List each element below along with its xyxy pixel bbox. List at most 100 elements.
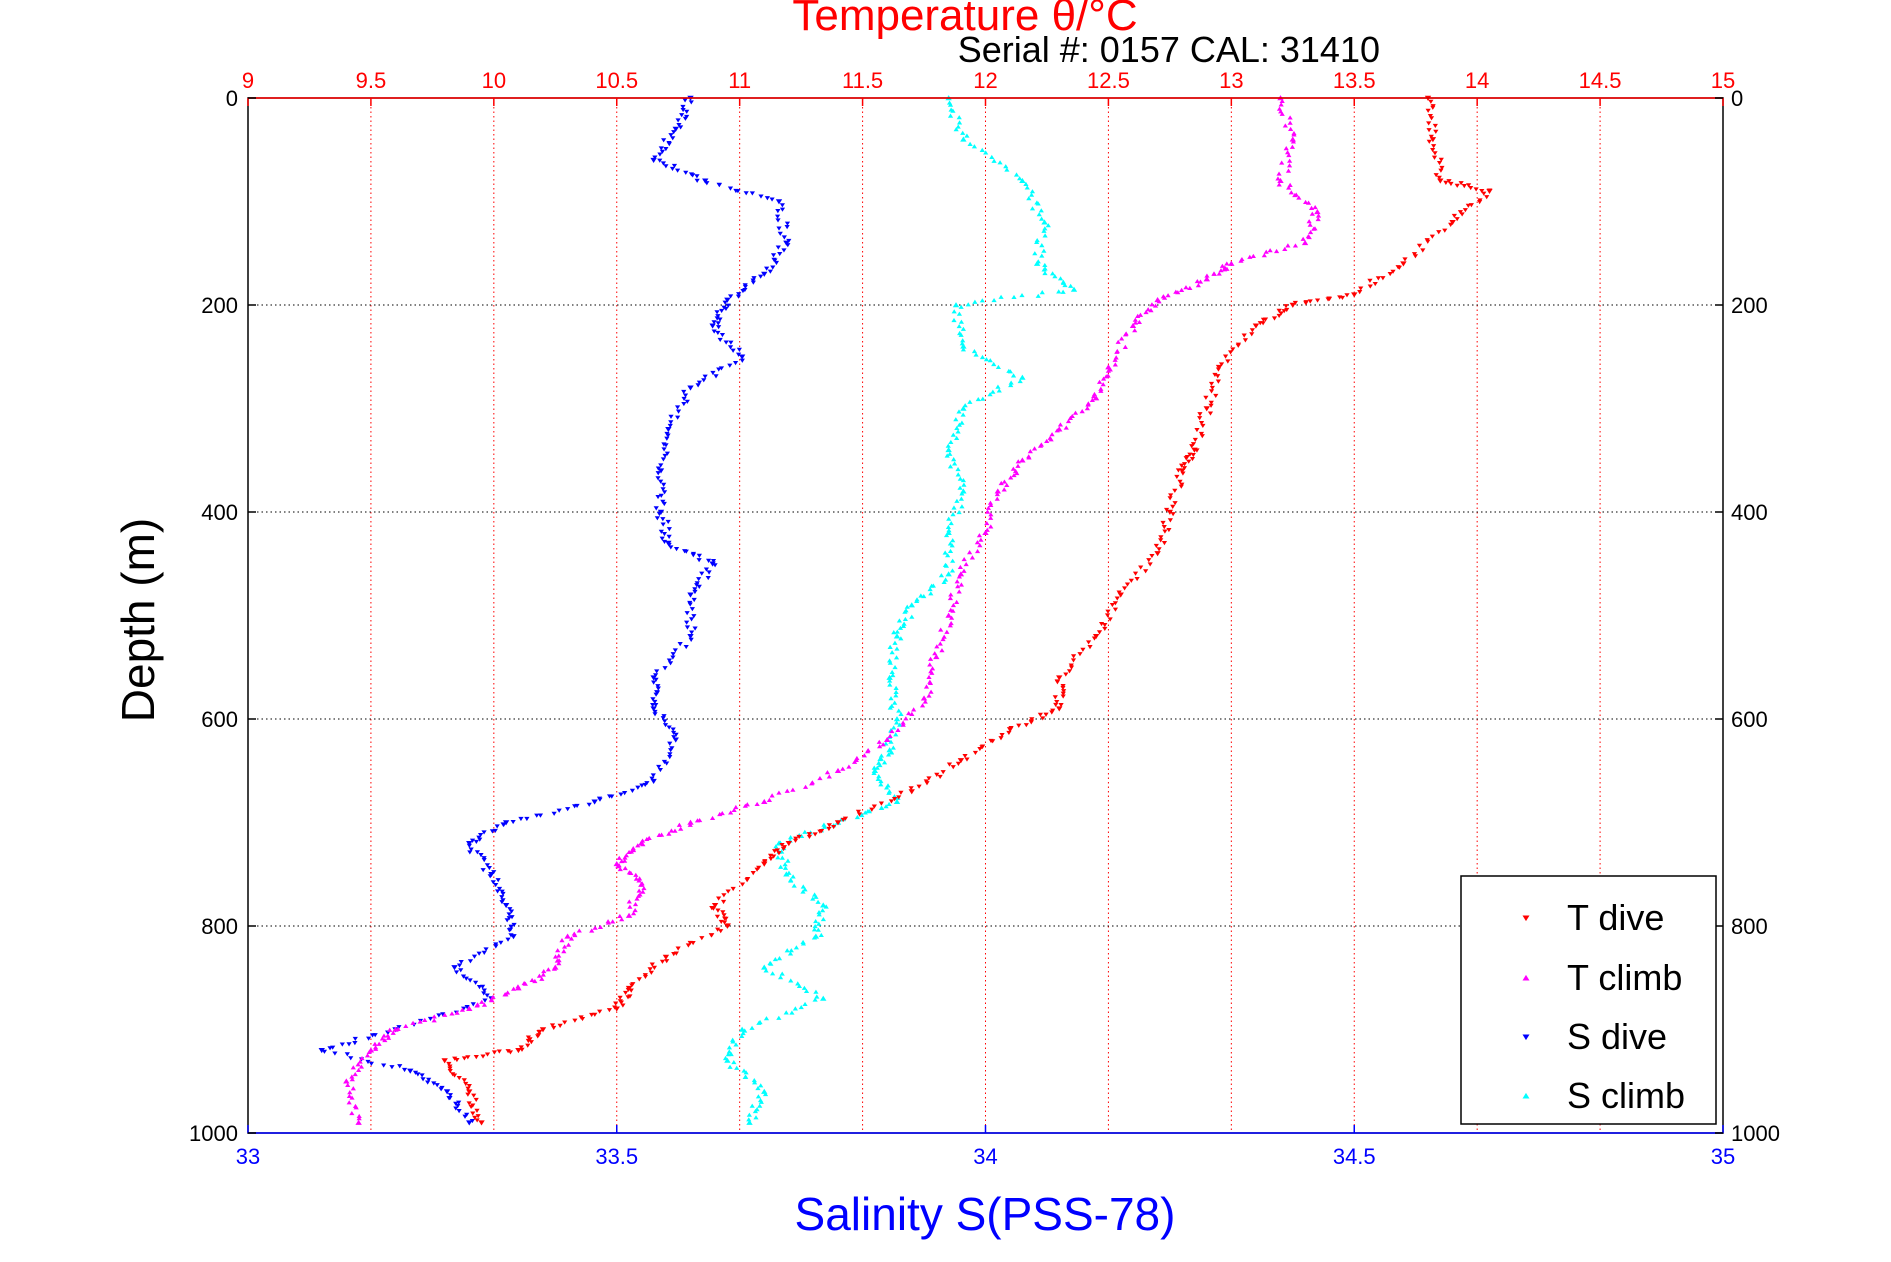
data-point-trace: [696, 577, 702, 582]
data-point-trace: [1100, 382, 1106, 387]
data-point-trace: [1427, 114, 1433, 119]
data-point-trace: [953, 127, 959, 132]
data-point-trace: [461, 1078, 467, 1083]
data-point-trace: [467, 978, 473, 983]
data-point-trace: [764, 266, 770, 271]
serial-cal-label: Serial #: 0157 CAL: 31410: [958, 29, 1380, 70]
data-point-trace: [403, 1023, 409, 1029]
data-point-trace: [802, 784, 809, 789]
data-point-trace: [812, 923, 818, 929]
data-point: [945, 447, 952, 453]
salinity-tick-label: 35: [1711, 1144, 1735, 1169]
data-point-trace: [888, 799, 895, 804]
data-point: [834, 820, 842, 826]
data-point-trace: [508, 924, 514, 929]
data-point-trace: [1468, 185, 1474, 191]
data-point-trace: [1288, 126, 1294, 131]
data-point-trace: [967, 399, 973, 404]
data-point-trace: [988, 512, 994, 517]
data-point-trace: [1080, 647, 1086, 652]
data-point-trace: [1032, 251, 1038, 256]
data-point-trace: [541, 969, 547, 974]
data-point-trace: [692, 626, 698, 631]
data-point: [1228, 260, 1235, 266]
data-point-trace: [757, 1103, 763, 1108]
data-point: [709, 561, 716, 567]
data-point-trace: [672, 648, 678, 653]
data-point-trace: [1149, 553, 1155, 559]
data-point-trace: [701, 378, 707, 383]
data-point-trace: [793, 836, 799, 841]
data-point-trace: [877, 757, 883, 762]
data-point-trace: [943, 563, 950, 568]
data-point-trace: [1017, 176, 1023, 181]
data-point-trace: [1279, 98, 1285, 104]
data-point-trace: [456, 1100, 462, 1105]
data-point-trace: [349, 1095, 355, 1100]
data-point-trace: [1137, 312, 1144, 317]
depth-tick-label-left: 400: [201, 500, 238, 525]
data-point: [407, 1068, 414, 1074]
data-point-trace: [894, 646, 900, 651]
data-point-trace: [902, 609, 908, 614]
data-point-trace: [801, 985, 808, 990]
data-point-trace: [688, 637, 694, 642]
data-point: [1019, 177, 1026, 184]
data-point-trace: [1367, 284, 1373, 289]
data-point-trace: [663, 164, 669, 169]
data-point-trace: [556, 953, 562, 958]
data-point-trace: [666, 831, 672, 836]
data-point-trace: [688, 617, 695, 622]
data-point-trace: [728, 294, 734, 299]
data-point-trace: [609, 794, 615, 799]
temperature-tick-label: 11: [728, 68, 751, 93]
data-point-trace: [652, 712, 658, 717]
data-point-trace: [678, 826, 684, 831]
depth-tick-label-right: 600: [1731, 707, 1768, 732]
data-point-trace: [770, 971, 776, 976]
data-point-trace: [955, 584, 961, 589]
data-point-trace: [1177, 479, 1183, 484]
data-point-trace: [714, 316, 720, 321]
data-point-trace: [900, 722, 906, 727]
data-point-trace: [725, 1052, 731, 1057]
data-point-trace: [481, 1002, 488, 1007]
data-point-trace: [661, 447, 667, 452]
data-point-trace: [734, 1065, 740, 1070]
data-point-trace: [928, 591, 934, 596]
data-point-trace: [739, 882, 746, 887]
data-point-trace: [994, 496, 1000, 501]
data-point-trace: [713, 374, 719, 379]
data-point-trace: [862, 810, 868, 815]
data-point-trace: [742, 284, 748, 290]
data-point-trace: [551, 1025, 557, 1031]
data-point-trace: [1431, 144, 1437, 149]
data-point-trace: [758, 1083, 764, 1088]
data-point-trace: [1426, 121, 1432, 126]
data-point-trace: [706, 570, 712, 575]
data-point-trace: [934, 772, 940, 777]
data-point-trace: [658, 832, 665, 837]
data-point: [1449, 219, 1456, 226]
data-point-trace: [473, 1055, 479, 1060]
data-point-trace: [617, 866, 623, 872]
data-point-trace: [991, 361, 997, 367]
data-point-trace: [352, 1041, 358, 1046]
data-point-trace: [381, 1063, 387, 1068]
data-point-trace: [446, 1061, 452, 1067]
data-point-trace: [1060, 685, 1066, 691]
data-point-trace: [945, 553, 951, 558]
data-point-trace: [666, 142, 672, 147]
data-point-trace: [687, 822, 693, 827]
data-point-trace: [923, 684, 930, 689]
data-point-trace: [353, 1105, 359, 1110]
data-point-trace: [881, 760, 888, 765]
data-point-trace: [1465, 203, 1471, 208]
data-point-trace: [1194, 448, 1200, 453]
data-point-trace: [1001, 479, 1008, 484]
data-point-trace: [665, 433, 671, 438]
data-point-trace: [956, 422, 962, 427]
data-point-trace: [909, 614, 915, 619]
data-point-trace: [954, 425, 960, 431]
data-point-trace: [1287, 115, 1293, 120]
